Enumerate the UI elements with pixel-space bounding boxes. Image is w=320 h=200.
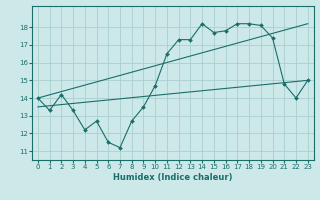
X-axis label: Humidex (Indice chaleur): Humidex (Indice chaleur) xyxy=(113,173,233,182)
